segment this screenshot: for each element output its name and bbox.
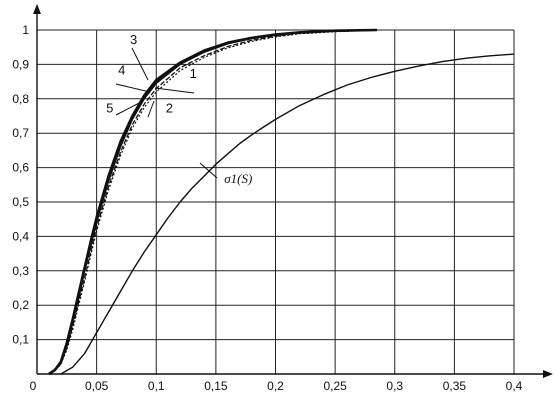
x-tick-label: 0,15	[204, 379, 228, 393]
x-axis-arrow	[543, 370, 553, 378]
y-tick-label: 0,4	[12, 229, 29, 243]
x-tick-label: 0	[30, 379, 37, 393]
x-tick-label: 0,2	[267, 379, 284, 393]
y-tick-label: 1	[22, 23, 29, 37]
y-tick-label: 0,6	[12, 161, 29, 175]
y-tick-label: 0,5	[12, 195, 29, 209]
tick-labels: 0 0,05 0,1 0,15 0,2 0,25 0,3 0,35 0,4 0,1 0,2 0,3 0,…	[12, 23, 522, 393]
x-tick-label: 0,25	[323, 379, 347, 393]
series-line-5	[48, 29, 377, 375]
series-label: 4	[118, 63, 125, 78]
leader-line	[115, 83, 151, 93]
leader-line	[115, 100, 144, 116]
x-tick-label: 0,05	[85, 379, 109, 393]
grid	[37, 29, 515, 374]
y-tick-label: 0,3	[12, 264, 29, 278]
leader-line	[199, 162, 218, 179]
series-label: 5	[106, 101, 113, 116]
y-tick-label: 0,2	[12, 298, 29, 312]
x-tick-label: 0,4	[506, 379, 523, 393]
x-tick-label: 0,3	[386, 379, 403, 393]
y-axis-arrow	[33, 4, 41, 14]
series-label: σ1(S)	[224, 171, 252, 186]
leader-line	[131, 47, 149, 81]
axes	[33, 4, 553, 378]
series-label: 2	[166, 101, 173, 116]
leader-line	[147, 100, 155, 118]
series-line-4	[48, 29, 377, 375]
annotations: 3 4 1 5 2 σ1(S)	[106, 32, 252, 186]
series-line-6	[60, 53, 515, 375]
series-line-2	[48, 29, 377, 375]
y-tick-label: 0,8	[12, 92, 29, 106]
y-tick-label: 0,1	[12, 333, 29, 347]
x-tick-label: 0,35	[443, 379, 467, 393]
series-group	[48, 28, 515, 376]
y-tick-label: 0,7	[12, 126, 29, 140]
leader-line	[154, 87, 195, 94]
series-label: 1	[190, 66, 197, 81]
y-tick-label: 0,9	[12, 57, 29, 71]
series-label: 3	[130, 32, 137, 47]
x-tick-label: 0,1	[148, 379, 165, 393]
